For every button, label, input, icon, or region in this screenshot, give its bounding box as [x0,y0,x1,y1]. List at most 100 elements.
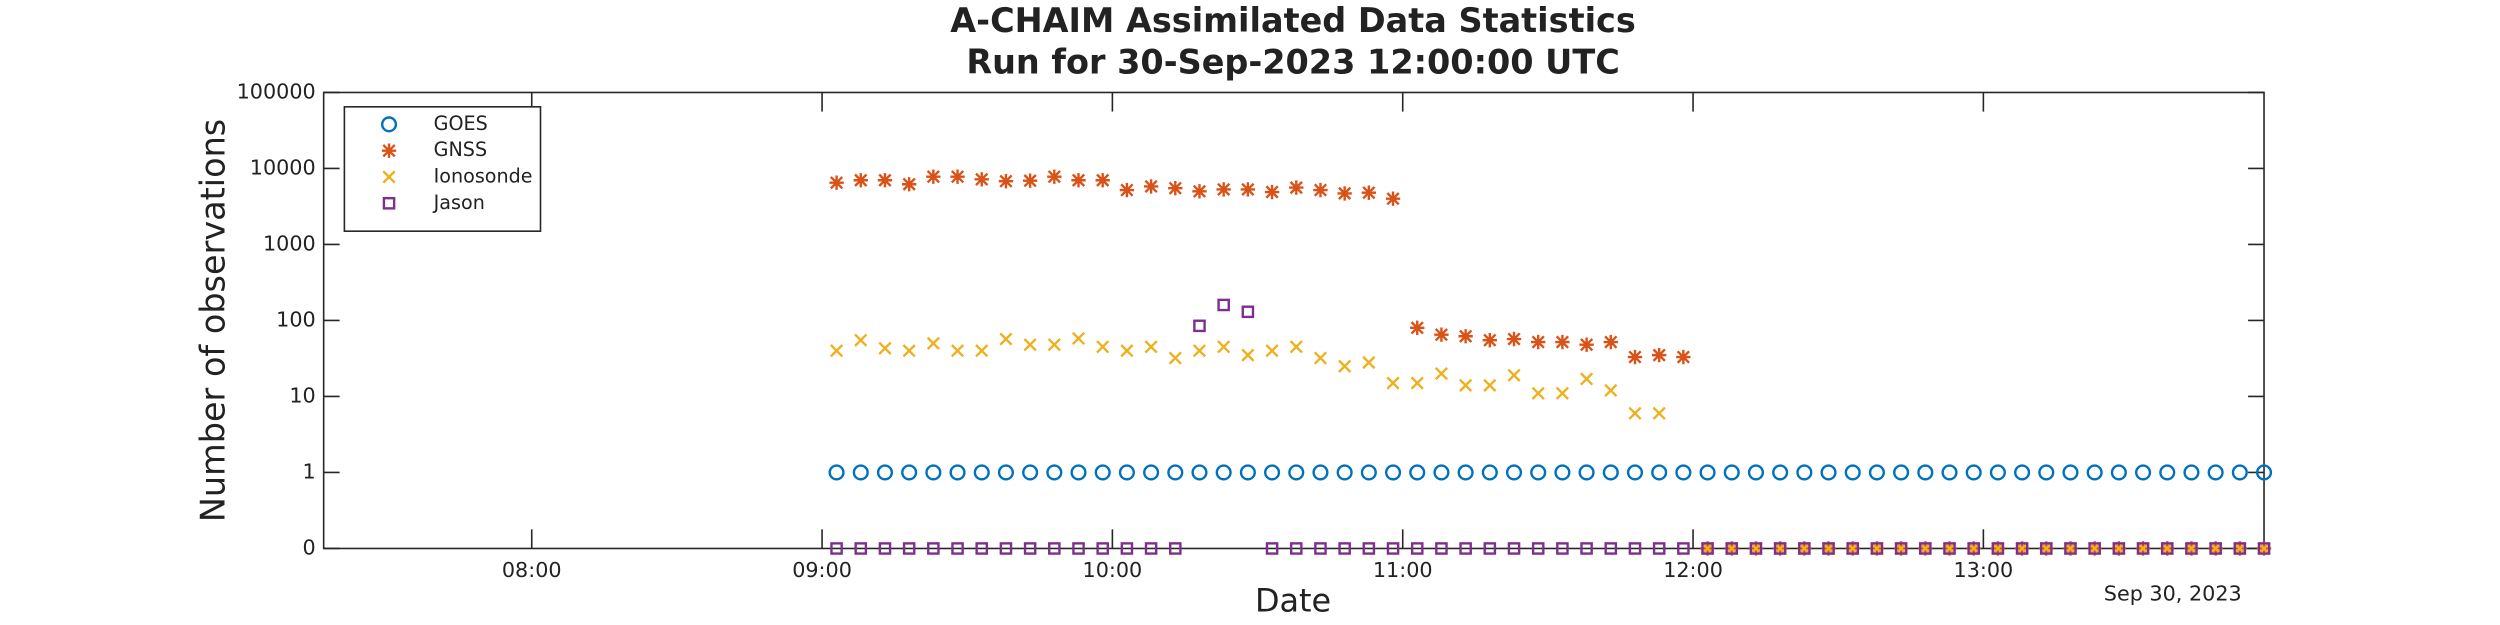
data-point [878,542,892,555]
data-point [1556,542,1569,555]
data-point [1749,541,1763,556]
data-point [2112,541,2126,556]
data-point [1700,541,1715,556]
data-point [1967,542,1980,555]
data-point [2207,464,2224,481]
data-point [999,332,1013,346]
data-point [951,542,964,555]
data-point [1072,542,1085,555]
x-tick-label: 10:00 [1083,558,1143,582]
data-point [1918,541,1932,556]
data-point [1360,464,1377,481]
data-point [2086,464,2103,481]
data-point [1723,464,1740,481]
data-point [1846,541,1860,556]
y-tick-label: 10000 [250,155,316,179]
x-axis-label: Date [1255,582,1331,620]
data-point [830,542,843,555]
data-point [2015,542,2029,555]
legend-box [343,106,542,232]
data-point [2039,541,2053,556]
data-point [1312,464,1329,481]
data-point [1192,344,1207,358]
data-point [1580,542,1593,555]
data-point [878,341,892,355]
data-point [1894,541,1908,556]
data-point [1241,348,1255,362]
data-point [2088,542,2101,555]
data-point [1191,464,1208,481]
data-point [1265,542,1279,555]
data-point [1118,464,1135,481]
data-point [925,464,942,481]
legend-label: GNSS [434,138,487,161]
data-point [997,464,1014,481]
data-point [1580,372,1594,386]
data-point [1483,542,1497,555]
data-point [1530,464,1547,481]
data-point [1361,185,1377,200]
data-point [975,542,989,555]
data-point [2136,541,2150,556]
data-point [1699,464,1716,481]
data-point [1506,331,1522,347]
data-point [1217,340,1231,354]
data-point [1626,464,1644,481]
data-point [1773,541,1787,556]
legend-label: Ionosonde [434,164,533,187]
data-point [1023,542,1037,555]
data-point [1386,376,1400,390]
data-point [2135,464,2152,481]
data-point [975,344,989,358]
data-point [2233,541,2247,556]
data-point [2014,464,2031,481]
data-point [1942,541,1957,556]
data-point [1240,182,1256,197]
data-point [1385,191,1401,206]
x-tick-label: 11:00 [1373,558,1433,582]
data-point [2039,542,2053,555]
data-point [1893,464,1910,481]
data-point [2160,541,2174,556]
data-point [1096,542,1110,555]
data-point [1458,329,1473,344]
data-point [1628,406,1642,420]
data-point [1991,542,2005,555]
data-point [974,172,989,187]
y-tick-label: 1 [303,459,316,483]
data-point [1628,542,1642,555]
data-point [1821,541,1836,556]
data-point [950,169,965,184]
data-point [1362,355,1376,370]
data-point [1507,542,1521,555]
data-point [1410,376,1424,390]
data-point [1095,173,1110,188]
y-tick-label: 1000 [263,231,316,255]
data-point [1434,327,1449,342]
data-point [1384,464,1402,481]
data-point [2112,542,2126,555]
data-point [1870,541,1884,556]
data-point [1749,542,1763,555]
data-point [1457,464,1474,481]
x-tick-label: 08:00 [502,558,562,582]
data-point [1167,464,1184,481]
data-point [1193,319,1206,333]
data-point [1701,542,1714,555]
data-point [1265,344,1279,358]
data-point [927,542,940,555]
data-point [854,333,868,347]
data-point [1943,542,1956,555]
data-point [1677,542,1690,555]
legend-marker [382,196,396,210]
data-point [1991,541,2005,556]
data-point [1071,331,1086,346]
data-point [926,336,940,350]
data-point [1627,349,1643,365]
data-point [1143,179,1159,194]
data-point [1870,542,1884,555]
data-point [1602,464,1619,481]
data-point [2064,542,2077,555]
data-point [1531,386,1545,400]
